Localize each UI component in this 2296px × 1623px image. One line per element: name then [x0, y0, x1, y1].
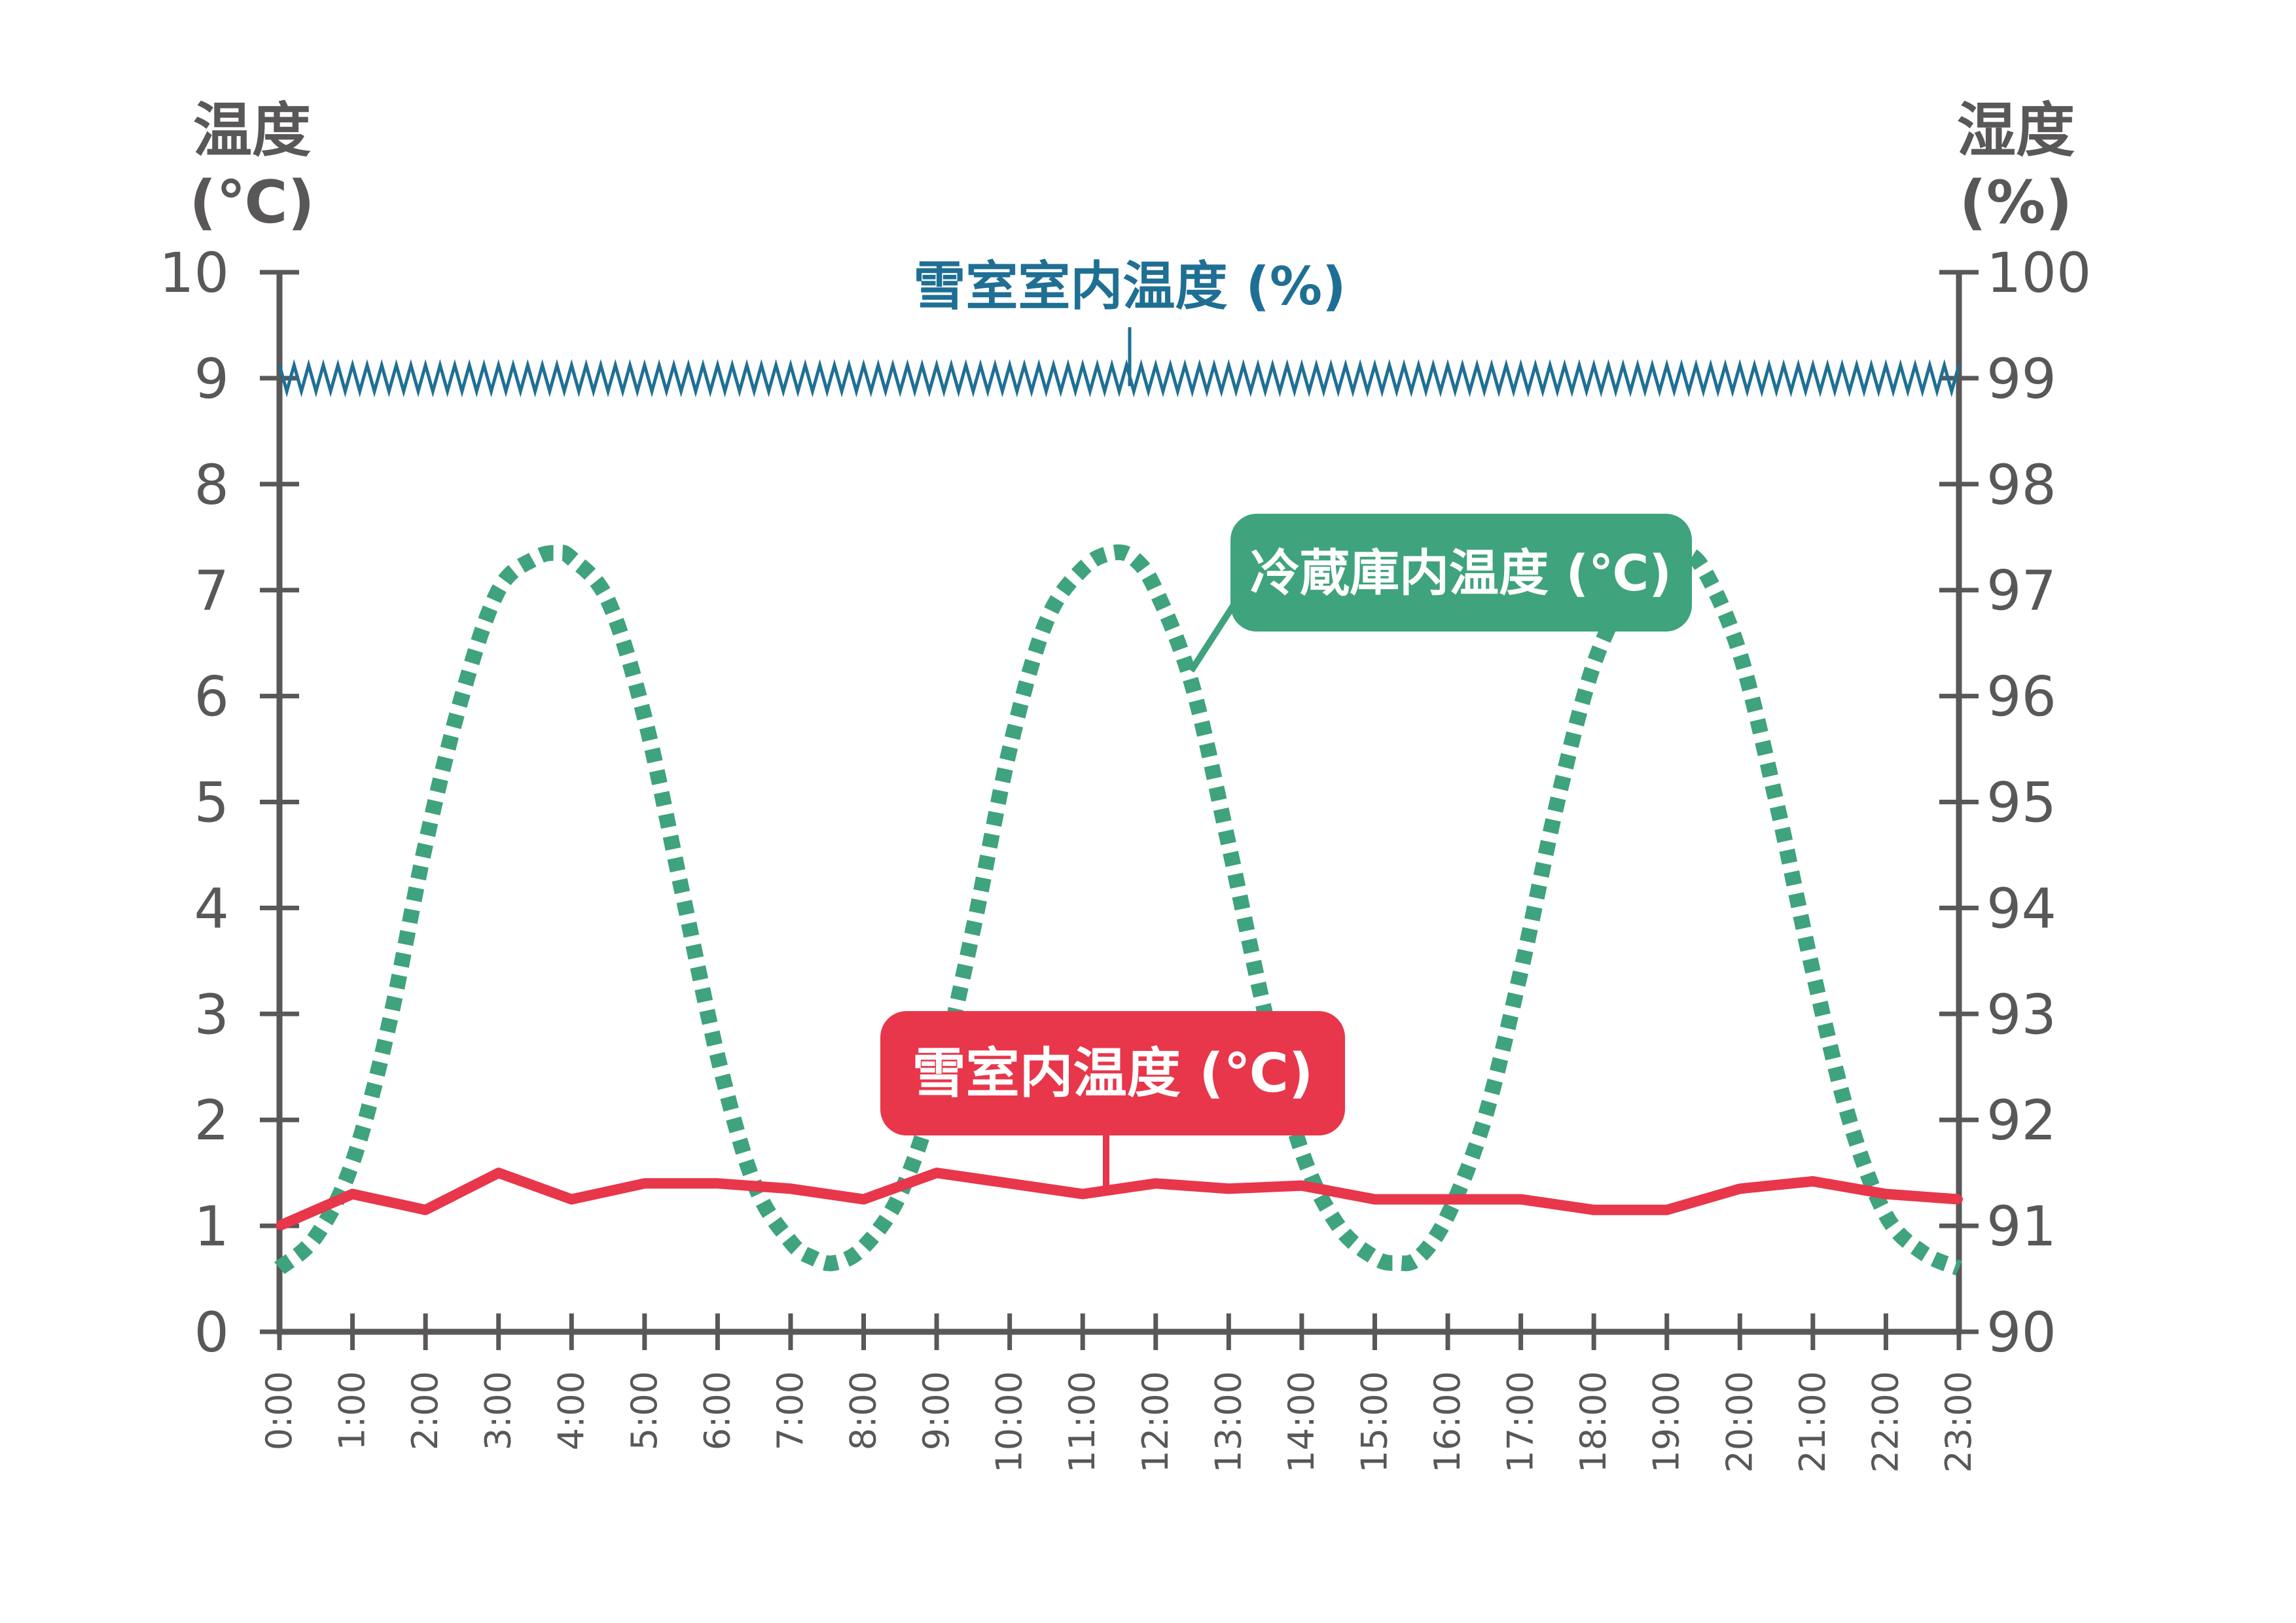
snow-room-point: [567, 1195, 576, 1204]
x-tick-label: 0:00: [259, 1371, 300, 1450]
x-tick-label: 22:00: [1865, 1371, 1906, 1473]
callout-layer: 雪室室内温度 (%) 冷蔵庫内温度 (℃) 雪室内温度 (℃): [880, 256, 1692, 1188]
fridge-label: 冷蔵庫内温度 (℃): [1250, 544, 1672, 602]
snow-room-point: [713, 1179, 722, 1188]
right-tick-label: 98: [1986, 453, 2056, 517]
right-tick-label: 99: [1986, 347, 2056, 411]
snow-room-point: [1808, 1177, 1817, 1186]
right-tick-label: 100: [1986, 241, 2091, 305]
snow-room-point: [1297, 1181, 1306, 1190]
left-tick-label: 9: [194, 347, 229, 411]
snow-room-point: [1151, 1179, 1160, 1188]
x-tick-label: 16:00: [1427, 1371, 1468, 1473]
x-tick-label: 23:00: [1938, 1371, 1979, 1473]
snow-room-point: [1371, 1195, 1379, 1204]
x-tick-label: 4:00: [550, 1371, 592, 1450]
x-tick-label: 8:00: [843, 1371, 884, 1450]
snow-room-point: [348, 1190, 357, 1198]
x-tick-label: 19:00: [1646, 1371, 1687, 1473]
left-tick-label: 5: [194, 771, 229, 835]
right-axis-title-line1: 湿度: [1957, 96, 2075, 165]
right-tick-label: 92: [1986, 1088, 2056, 1152]
snow-room-point: [933, 1169, 941, 1177]
fridge-label-box: [1230, 514, 1692, 632]
left-tick-label: 6: [194, 665, 229, 729]
snow-room-point: [1736, 1185, 1744, 1193]
left-tick-label: 3: [194, 982, 229, 1046]
humidity-series-line: [278, 359, 1961, 398]
x-tick-label: 17:00: [1500, 1371, 1541, 1473]
snow-room-point: [1225, 1185, 1233, 1193]
snow-room-point: [494, 1169, 503, 1177]
right-tick-label: 95: [1986, 771, 2056, 835]
x-tick-label: 2:00: [404, 1371, 446, 1450]
x-tick-label: 15:00: [1354, 1371, 1395, 1473]
x-tick-label: 14:00: [1281, 1371, 1322, 1473]
right-tick-label: 96: [1986, 665, 2056, 729]
x-tick-label: 11:00: [1062, 1371, 1103, 1473]
x-tick-label: 13:00: [1208, 1371, 1249, 1473]
snow-room-point: [1662, 1205, 1671, 1214]
left-tick-label: 0: [194, 1300, 229, 1364]
snow-room-point: [1079, 1190, 1087, 1198]
snow-room-point: [276, 1222, 283, 1230]
snow-room-point: [1444, 1195, 1452, 1204]
left-tick-label: 8: [194, 453, 229, 517]
x-tick-label: 12:00: [1135, 1371, 1176, 1473]
x-tick-label: 5:00: [624, 1371, 665, 1450]
snow-room-point: [1590, 1205, 1598, 1214]
x-tick-label: 3:00: [478, 1371, 519, 1450]
snow-room-point: [1955, 1195, 1963, 1204]
humidity-label: 雪室室内温度 (%): [913, 256, 1346, 317]
x-tick-label: 21:00: [1792, 1371, 1833, 1473]
x-tick-label: 7:00: [770, 1371, 811, 1450]
snow-room-point: [786, 1185, 795, 1193]
snow-room-point: [640, 1179, 649, 1188]
fridge-series-line: [274, 544, 1962, 1276]
x-tick-label: 18:00: [1573, 1371, 1614, 1473]
x-tick-label: 9:00: [916, 1371, 957, 1450]
snow-label: 雪室内温度 (℃): [912, 1043, 1314, 1105]
right-tick-label: 94: [1986, 876, 2056, 940]
x-tick-label: 1:00: [332, 1371, 373, 1450]
snow-room-series-line: [277, 1168, 1960, 1231]
snow-room-point: [1882, 1190, 1890, 1198]
left-axis-title-line1: 温度: [193, 96, 311, 165]
ticks-layer: 0 1 2 3 4 5 6 7 8 9 10 90 91 92 93 94 95 96 97 98 99 100 0:00 1…: [159, 241, 2091, 1473]
left-tick-label: 10: [159, 241, 229, 305]
left-tick-label: 1: [194, 1194, 229, 1258]
snow-label-box: [880, 1011, 1345, 1135]
snow-room-point: [859, 1195, 868, 1204]
x-tick-label: 6:00: [696, 1371, 738, 1450]
snow-room-point: [1005, 1179, 1014, 1188]
left-axis-title-line2: (℃): [189, 168, 314, 237]
left-tick-label: 4: [194, 876, 229, 940]
right-tick-label: 93: [1986, 982, 2056, 1046]
right-axis-title-line2: (%): [1960, 168, 2072, 237]
snow-room-point: [422, 1205, 430, 1214]
x-tick-label: 10:00: [989, 1371, 1030, 1473]
x-tick-label: 20:00: [1719, 1371, 1760, 1473]
right-tick-label: 90: [1986, 1300, 2056, 1364]
right-tick-label: 97: [1986, 559, 2056, 623]
left-tick-label: 7: [194, 559, 229, 623]
left-tick-label: 2: [194, 1088, 229, 1152]
snow-room-point: [1516, 1195, 1525, 1204]
right-tick-label: 91: [1986, 1194, 2056, 1258]
